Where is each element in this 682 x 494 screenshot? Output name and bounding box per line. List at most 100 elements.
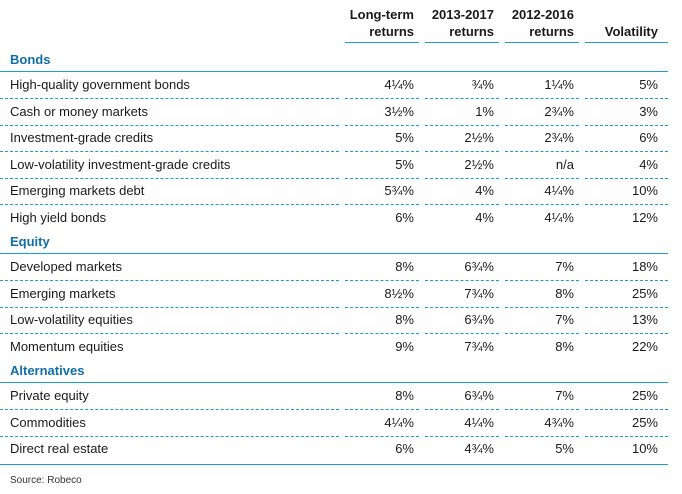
row-label: Cash or money markets <box>10 103 148 119</box>
column-header: Long-term returns <box>334 6 414 40</box>
table-row: Developed markets 8% 6¾% 7% 18% <box>0 255 668 281</box>
row-divider <box>0 280 339 281</box>
row-divider <box>345 333 419 334</box>
row-divider <box>585 435 668 437</box>
row-divider <box>0 409 339 410</box>
row-divider <box>505 177 579 179</box>
row-value: 8½% <box>384 285 414 301</box>
column-header-underline <box>585 42 668 43</box>
row-divider <box>585 98 668 99</box>
row-value: 8% <box>555 285 574 301</box>
section-title: Equity <box>10 234 50 249</box>
row-divider <box>585 333 668 334</box>
row-label: Low-volatility investment-grade credits <box>10 156 231 172</box>
row-value: n/a <box>555 156 574 172</box>
column-header-line2: Volatility <box>604 24 658 39</box>
row-value: 25% <box>631 388 658 403</box>
row-divider <box>425 280 499 281</box>
row-divider <box>0 435 339 437</box>
row-divider <box>585 204 668 205</box>
row-divider <box>345 280 419 281</box>
row-divider <box>585 306 668 308</box>
row-divider <box>505 204 579 205</box>
table-bottom-rule <box>0 463 668 465</box>
table-row: Emerging markets debt 5¾% 4% 4¼% 10% <box>0 179 668 205</box>
section-rule <box>0 253 668 254</box>
row-value: 4¼% <box>544 209 574 225</box>
section-rule <box>0 71 668 72</box>
row-value: 1% <box>475 103 494 119</box>
row-divider <box>425 435 499 437</box>
row-divider <box>345 409 419 410</box>
column-header-underline <box>345 42 419 43</box>
row-value: 10% <box>631 183 658 198</box>
row-value: 10% <box>631 441 658 456</box>
column-header: Volatility <box>578 23 658 40</box>
row-divider <box>425 204 499 205</box>
row-label: High yield bonds <box>10 209 107 225</box>
column-header-line1: Long-term <box>349 7 414 22</box>
row-divider <box>585 151 668 152</box>
row-divider <box>345 124 419 126</box>
row-value: 2½% <box>464 156 494 172</box>
row-divider <box>585 177 668 179</box>
row-value: 7% <box>555 388 574 403</box>
row-value: 1¼% <box>544 77 574 92</box>
row-value: 4¼% <box>464 414 494 430</box>
column-header-line1: 2012-2016 <box>511 7 574 22</box>
row-divider <box>505 435 579 437</box>
table-row: Low-volatility equities 8% 6¾% 7% 13% <box>0 308 668 334</box>
row-divider <box>505 333 579 334</box>
section-rule <box>0 382 668 383</box>
row-value: 6% <box>395 441 414 456</box>
row-divider <box>505 280 579 281</box>
row-value: 6% <box>639 130 658 145</box>
row-value: 25% <box>631 285 658 301</box>
row-divider <box>425 333 499 334</box>
row-value: 5% <box>395 130 414 145</box>
row-value: 25% <box>631 414 658 430</box>
row-value: 13% <box>631 312 658 327</box>
row-value: 5% <box>555 441 574 456</box>
column-header-line2: returns <box>449 24 494 39</box>
row-value: 5% <box>395 156 414 172</box>
row-value: 4¼% <box>384 414 414 430</box>
row-value: 6% <box>395 209 414 225</box>
table-row: Private equity 8% 6¾% 7% 25% <box>0 384 668 410</box>
row-value: 6¾% <box>464 388 494 403</box>
column-header-line1: 2013-2017 <box>431 7 494 22</box>
row-value: 8% <box>395 388 414 403</box>
table-row: Emerging markets 8½% 7¾% 8% 25% <box>0 282 668 308</box>
row-label: Investment-grade credits <box>10 130 154 145</box>
row-label: Low-volatility equities <box>10 312 133 327</box>
table-row: Cash or money markets 3½% 1% 2¾% 3% <box>0 100 668 126</box>
row-label: High-quality government bonds <box>10 77 190 92</box>
row-value: 4¾% <box>544 414 574 430</box>
row-value: 12% <box>631 209 658 225</box>
row-value: 4¼% <box>544 183 574 198</box>
row-divider <box>505 409 579 410</box>
source-note: Source: Robeco <box>10 475 82 486</box>
row-label: Private equity <box>10 388 89 403</box>
table-row: High-quality government bonds 4¼% ¾% 1¼% 5% <box>0 73 668 99</box>
row-divider <box>425 98 499 99</box>
row-divider <box>425 306 499 308</box>
row-value: 6¾% <box>464 259 494 274</box>
row-value: 22% <box>631 338 658 354</box>
table-row: High yield bonds 6% 4% 4¼% 12% <box>0 206 668 232</box>
row-divider <box>585 280 668 281</box>
row-label: Emerging markets <box>10 285 116 301</box>
row-divider <box>0 124 339 126</box>
row-divider <box>0 306 339 308</box>
row-divider <box>0 98 339 99</box>
row-divider <box>345 177 419 179</box>
row-divider <box>345 151 419 152</box>
row-divider <box>505 151 579 152</box>
row-divider <box>425 124 499 126</box>
section-title: Bonds <box>10 52 51 67</box>
row-value: 2¾% <box>544 103 574 119</box>
row-value: 6¾% <box>464 312 494 327</box>
row-value: 4¾% <box>464 441 494 456</box>
row-value: 4% <box>639 156 658 172</box>
